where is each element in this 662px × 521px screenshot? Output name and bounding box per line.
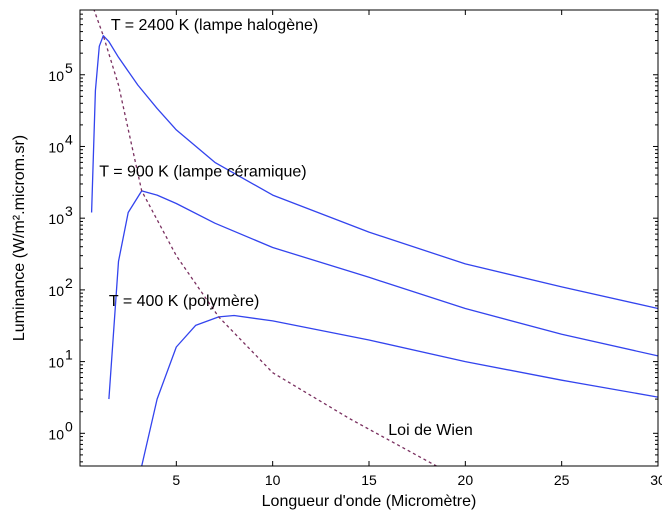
annotations-layer: T = 2400 K (lampe halogène) T = 900 K (la… (99, 17, 473, 439)
y-tick-exponent: 3 (65, 203, 73, 219)
x-tick-label: 5 (172, 472, 180, 488)
x-tick-label: 15 (361, 472, 377, 488)
x-tick-label: 10 (265, 472, 281, 488)
y-tick-label: 10 (48, 139, 64, 155)
x-axis-title: Longueur d'onde (Micromètre) (262, 493, 477, 510)
curve-2400k (90, 35, 658, 310)
y-tick-label: 10 (48, 68, 64, 84)
y-axis-title: Luminance (W/m².microm.sr) (11, 135, 28, 341)
y-tick-exponent: 4 (65, 131, 73, 147)
y-tick-label: 10 (48, 283, 64, 299)
series-layer (90, 10, 658, 466)
x-tick-label: 20 (458, 472, 474, 488)
x-axis-ticks: 5 10 15 20 25 30 (172, 10, 662, 488)
annotation-label: T = 900 K (lampe céramique) (99, 164, 306, 181)
curve-400k (141, 314, 658, 466)
y-tick-label: 10 (48, 426, 64, 442)
annotation-label: T = 400 K (polymère) (109, 293, 259, 310)
x-tick-label: 30 (650, 472, 662, 488)
y-tick-exponent: 0 (65, 418, 73, 434)
curve-900k (108, 190, 658, 400)
annotation-label: T = 2400 K (lampe halogène) (111, 17, 318, 34)
annotation-label: Loi de Wien (388, 422, 473, 439)
y-tick-label: 10 (48, 355, 64, 371)
y-tick-label: 10 (48, 211, 64, 227)
wien-law-curve (93, 10, 437, 466)
y-tick-exponent: 5 (65, 60, 73, 76)
x-tick-label: 25 (554, 472, 570, 488)
y-tick-exponent: 1 (65, 347, 73, 363)
y-tick-exponent: 2 (65, 275, 73, 291)
